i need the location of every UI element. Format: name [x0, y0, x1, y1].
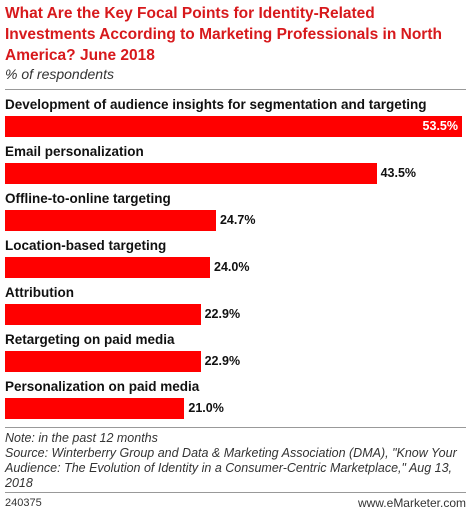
bar-row: 24.0% [5, 257, 465, 278]
bar [5, 210, 216, 231]
brand: www.eMarketer.com [357, 496, 466, 510]
divider [5, 427, 466, 428]
bar-row: 24.7% [5, 210, 465, 231]
divider [5, 492, 466, 493]
divider [5, 89, 466, 90]
bar [5, 351, 201, 372]
chart-subtitle: % of respondents [5, 66, 114, 82]
source: Source: Winterberry Group and Data & Mar… [5, 446, 457, 490]
bar-row: 53.5% [5, 116, 465, 137]
bar [5, 116, 462, 137]
bar [5, 163, 377, 184]
category-label: Development of audience insights for seg… [5, 97, 427, 112]
value-label: 24.7% [219, 213, 256, 227]
bar-row: 22.9% [5, 351, 465, 372]
plot-area: Development of audience insights for seg… [5, 97, 465, 426]
value-label: 43.5% [380, 166, 417, 180]
category-label: Offline-to-online targeting [5, 191, 171, 206]
category-label: Location-based targeting [5, 238, 167, 253]
value-label: 24.0% [214, 260, 250, 274]
bar-row: 43.5% [5, 163, 465, 184]
value-label: 21.0% [188, 401, 224, 415]
footnotes: Note: in the past 12 months Source: Wint… [5, 431, 467, 491]
category-label: Personalization on paid media [5, 379, 200, 394]
value-label: 22.9% [204, 354, 241, 368]
category-label: Retargeting on paid media [5, 332, 175, 347]
category-label: Attribution [5, 285, 74, 300]
chart-title: What Are the Key Focal Points for Identi… [5, 5, 442, 64]
bar-row: 22.9% [5, 304, 465, 325]
value-label: 22.9% [204, 307, 241, 321]
bar [5, 398, 185, 419]
bar [5, 257, 210, 278]
chart-id: 240375 [5, 497, 42, 509]
bar-row: 21.0% [5, 398, 465, 419]
note: Note: in the past 12 months [5, 431, 158, 445]
bar [5, 304, 201, 325]
category-label: Email personalization [5, 144, 144, 159]
value-label: 53.5% [422, 119, 458, 133]
